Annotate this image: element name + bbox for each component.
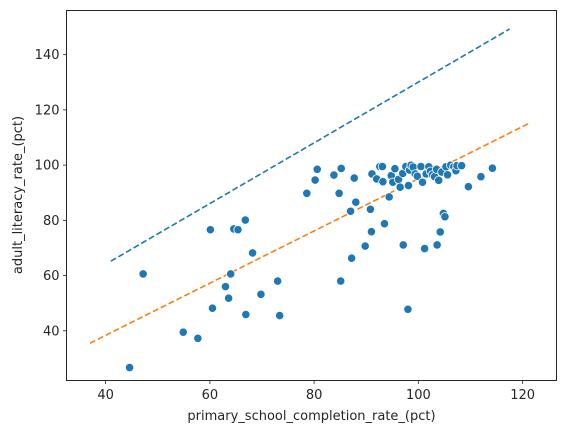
scatter-point [403, 304, 413, 314]
trend-line-2 [89, 121, 531, 344]
trend-line-1 [110, 28, 510, 262]
scatter-point [442, 170, 453, 180]
scatter-point [398, 240, 408, 250]
x-tick-label: 100 [406, 388, 431, 403]
scatter-point [349, 173, 359, 183]
scatter-point [435, 227, 445, 237]
scatter-point [360, 241, 370, 251]
scatter-point [220, 282, 231, 292]
scatter-point [247, 248, 258, 258]
scatter-point [193, 333, 203, 343]
scatter-points [124, 160, 497, 373]
scatter-point [379, 219, 390, 229]
scatter-point [395, 182, 405, 192]
scatter-point [336, 163, 346, 174]
scatter-point [205, 225, 215, 235]
scatter-point [226, 269, 236, 279]
scatter-point [233, 225, 243, 235]
scatter-point [273, 276, 283, 286]
y-axis-ticks: 40 60 80 100 120 140 [35, 48, 67, 339]
x-tick-label: 60 [202, 388, 219, 403]
scatter-point [312, 164, 322, 174]
scatter-point [351, 197, 361, 207]
scatter-point [345, 206, 356, 216]
scatter-point [432, 240, 442, 250]
plot-frame [66, 10, 557, 381]
scatter-point [310, 175, 320, 185]
scatter-point [440, 212, 450, 222]
scatter-point [463, 182, 474, 192]
scatter-point [416, 161, 426, 172]
scatter-point [334, 188, 344, 198]
scatter-point [138, 269, 148, 279]
scatter-point [420, 243, 430, 254]
scatter-point [417, 177, 428, 187]
scatter-point [434, 175, 444, 185]
scatter-point [412, 171, 422, 181]
x-tick-label: 40 [97, 388, 114, 403]
x-tick-label: 120 [510, 388, 535, 403]
scatter-point [347, 253, 357, 263]
y-tick-label: 40 [43, 324, 60, 339]
trend-lines [89, 28, 531, 344]
scatter-point [302, 188, 312, 198]
y-tick-label: 140 [35, 48, 60, 63]
x-tick-label: 80 [306, 388, 323, 403]
scatter-point [329, 170, 339, 180]
scatter-point [377, 161, 387, 172]
x-axis-ticks: 40 60 80 100 120 [97, 380, 535, 403]
scatter-point [378, 177, 388, 187]
y-tick-label: 60 [43, 269, 60, 284]
scatter-point [207, 303, 218, 313]
scatter-point [366, 227, 377, 237]
scatter-point [476, 172, 486, 182]
scatter-point [487, 163, 497, 173]
scatter-point [403, 180, 414, 191]
scatter-point [336, 276, 346, 286]
scatter-point [365, 204, 376, 214]
y-tick-label: 80 [43, 214, 60, 229]
scatter-point [124, 362, 135, 373]
scatter-point [224, 293, 234, 303]
scatter-point [241, 309, 251, 320]
scatter-point [384, 192, 394, 202]
scatter-point [256, 289, 266, 299]
scatter-point [275, 311, 285, 321]
scatter-point [457, 161, 467, 171]
scatter-point [178, 327, 188, 337]
y-axis-label: adult_literacy_rate_(pct) [11, 116, 26, 274]
y-tick-label: 100 [35, 159, 60, 174]
scatter-point [240, 215, 250, 225]
y-tick-label: 120 [35, 103, 60, 118]
scatter-point [390, 164, 400, 174]
x-axis-label: primary_school_completion_rate_(pct) [187, 409, 435, 424]
